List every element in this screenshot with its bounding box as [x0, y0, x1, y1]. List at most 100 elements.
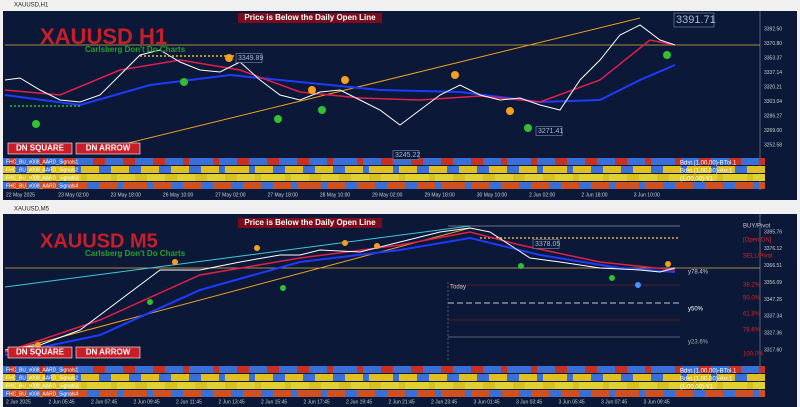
indicator-cell [249, 382, 255, 389]
x-axis-label: 2 Jun 05:45 [49, 399, 75, 405]
indicator-cell [369, 366, 375, 373]
button-label[interactable]: DN ARROW [86, 348, 131, 357]
indicator-cell [741, 390, 747, 397]
indicator-cell [597, 366, 603, 373]
indicator-cell [627, 166, 633, 173]
indicator-cell [453, 390, 459, 397]
indicator-cell [495, 382, 501, 389]
indicator-cell [87, 390, 93, 397]
indicator-cell [93, 382, 99, 389]
indicator-cell [429, 166, 435, 173]
indicator-cell [651, 166, 657, 173]
indicator-cell [543, 182, 549, 189]
indicator-cell [681, 382, 687, 389]
indicator-name: FHC_BU_v008_AARD_Signals4 [6, 391, 78, 397]
indicator-cell [165, 166, 171, 173]
indicator-cell [471, 182, 477, 189]
button[interactable] [7, 142, 73, 155]
indicator-cell [645, 182, 651, 189]
y-axis-label: 3269.00 [764, 128, 782, 134]
indicator-cell [393, 382, 399, 389]
indicator-cell [177, 166, 183, 173]
indicator-cell [33, 182, 39, 189]
indicator-cell [27, 174, 33, 181]
indicator-cell [735, 174, 741, 181]
indicator-cell [465, 158, 471, 165]
indicator-cell [579, 374, 585, 381]
indicator-cell [561, 158, 567, 165]
indicator-cell [147, 390, 153, 397]
indicator-cell [117, 182, 123, 189]
indicator-cell [267, 366, 273, 373]
indicator-cell [117, 374, 123, 381]
indicator-cell [657, 174, 663, 181]
indicator-cell [99, 366, 105, 373]
indicator-cell [711, 182, 717, 189]
indicator-cell [273, 390, 279, 397]
indicator-cell [735, 366, 741, 373]
indicator-cell [399, 390, 405, 397]
indicator-cell [729, 382, 735, 389]
indicator-cell [711, 166, 717, 173]
indicator-cell [213, 174, 219, 181]
button[interactable] [7, 346, 73, 359]
indicator-cell [483, 382, 489, 389]
indicator-cell [381, 374, 387, 381]
indicator-cell [207, 158, 213, 165]
button-label[interactable]: DN SQUARE [16, 144, 65, 153]
indicator-cell [27, 182, 33, 189]
indicator-cell [411, 166, 417, 173]
indicator-value: Bdst.(1,00,00)-BTol.1 [680, 161, 737, 167]
indicator-cell [3, 390, 9, 397]
indicator-cell [693, 158, 699, 165]
indicator-cell [63, 166, 69, 173]
indicator-cell [33, 366, 39, 373]
indicator-cell [459, 374, 465, 381]
indicator-cell [579, 158, 585, 165]
indicator-cell [471, 382, 477, 389]
indicator-cell [471, 158, 477, 165]
indicator-cell [693, 390, 699, 397]
indicator-cell [279, 382, 285, 389]
button[interactable] [75, 346, 141, 359]
fib-label: 38.2% [743, 283, 761, 289]
indicator-value: Bdst.(1,00,00)-BTol.1 [680, 369, 737, 375]
indicator-cell [375, 174, 381, 181]
indicator-cell [39, 174, 45, 181]
x-axis-label: 3 Jun 03:45 [516, 399, 542, 405]
indicator-cell [387, 166, 393, 173]
indicator-cell [195, 390, 201, 397]
indicator-cell [243, 158, 249, 165]
indicator-cell [9, 158, 15, 165]
indicator-cell [63, 374, 69, 381]
indicator-cell [57, 390, 63, 397]
button-label[interactable]: DN ARROW [86, 144, 131, 153]
y-axis-label: 3317.60 [764, 347, 782, 353]
button-label[interactable]: DN SQUARE [16, 348, 65, 357]
indicator-cell [3, 166, 9, 173]
indicator-cell [129, 374, 135, 381]
indicator-cell [57, 182, 63, 189]
indicator-cell [621, 374, 627, 381]
indicator-cell [273, 366, 279, 373]
indicator-cell [603, 366, 609, 373]
indicator-cell [621, 366, 627, 373]
price-label: 3245.22 [395, 152, 420, 159]
indicator-cell [639, 158, 645, 165]
indicator-cell [507, 174, 513, 181]
x-axis-label: 27 May 18:00 [268, 192, 299, 198]
signal-dot [280, 285, 286, 291]
indicator-cell [627, 174, 633, 181]
indicator-cell [621, 166, 627, 173]
indicator-cell [123, 382, 129, 389]
indicator-cell [639, 366, 645, 373]
indicator-cell [333, 382, 339, 389]
indicator-cell [183, 182, 189, 189]
indicator-cell [429, 382, 435, 389]
indicator-cell [417, 182, 423, 189]
button[interactable] [75, 142, 141, 155]
indicator-cell [429, 174, 435, 181]
indicator-cell [333, 390, 339, 397]
indicator-cell [399, 158, 405, 165]
indicator-cell [591, 390, 597, 397]
